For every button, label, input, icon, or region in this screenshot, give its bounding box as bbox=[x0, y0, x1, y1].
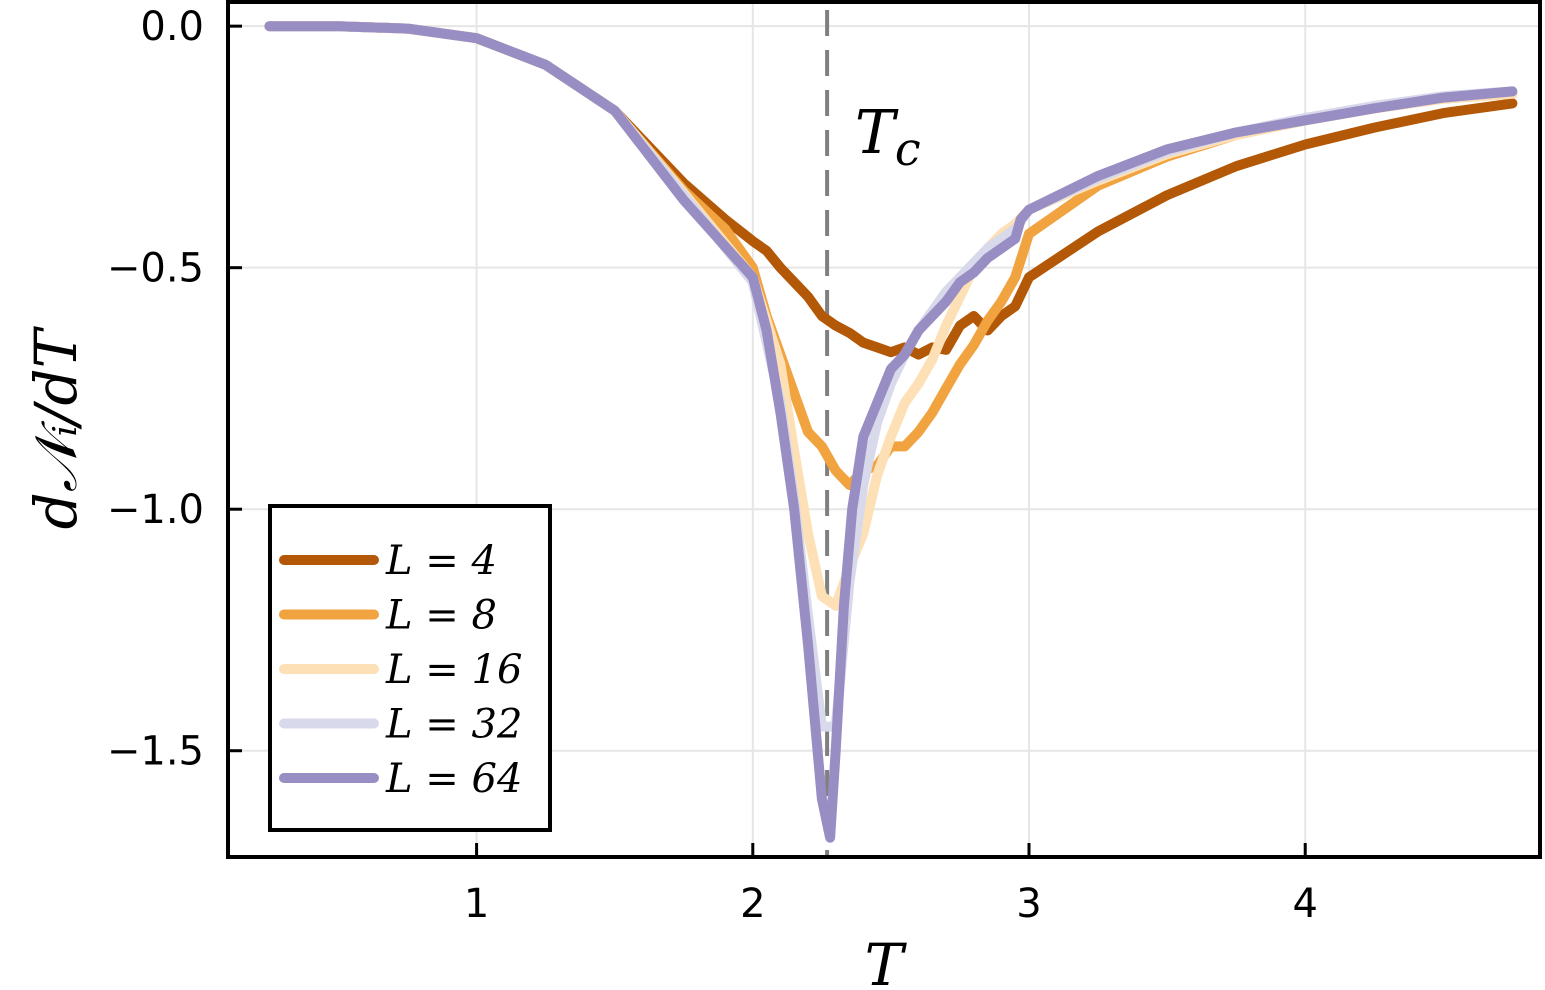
x-axis-ticks: 1 2 3 4 bbox=[464, 843, 1318, 927]
x-tick-label: 2 bbox=[740, 881, 765, 927]
x-axis-label: T bbox=[865, 931, 908, 990]
series-line-5 bbox=[264, 21, 1518, 843]
series-lines bbox=[264, 21, 1518, 843]
y-tick-label: 0.0 bbox=[140, 4, 204, 50]
plot-frame bbox=[226, 0, 1542, 859]
series-line-2 bbox=[264, 21, 1518, 491]
y-tick-label: −1.5 bbox=[107, 729, 204, 775]
legend-label: L = 16 bbox=[385, 647, 522, 693]
legend-label: L = 64 bbox=[385, 756, 522, 802]
y-axis-ticks: 0.0 −0.5 −1.0 −1.5 bbox=[107, 4, 242, 775]
y-tick-label: −1.0 bbox=[107, 487, 204, 533]
x-tick-label: 1 bbox=[464, 881, 489, 927]
y-axis-label: d𝒩ᵢ/dT bbox=[22, 325, 90, 529]
x-tick-label: 3 bbox=[1016, 881, 1041, 927]
y-tick-label: −0.5 bbox=[107, 246, 204, 292]
series-line-1 bbox=[264, 21, 1518, 360]
legend-label: L = 8 bbox=[385, 593, 497, 639]
x-tick-label: 4 bbox=[1292, 881, 1317, 927]
legend-label: L = 32 bbox=[385, 702, 522, 748]
critical-temperature-label: Tc bbox=[855, 98, 921, 176]
legend: L = 4 L = 8 L = 16 L = 32 L = 64 bbox=[268, 504, 552, 832]
legend-label: L = 4 bbox=[385, 538, 497, 584]
